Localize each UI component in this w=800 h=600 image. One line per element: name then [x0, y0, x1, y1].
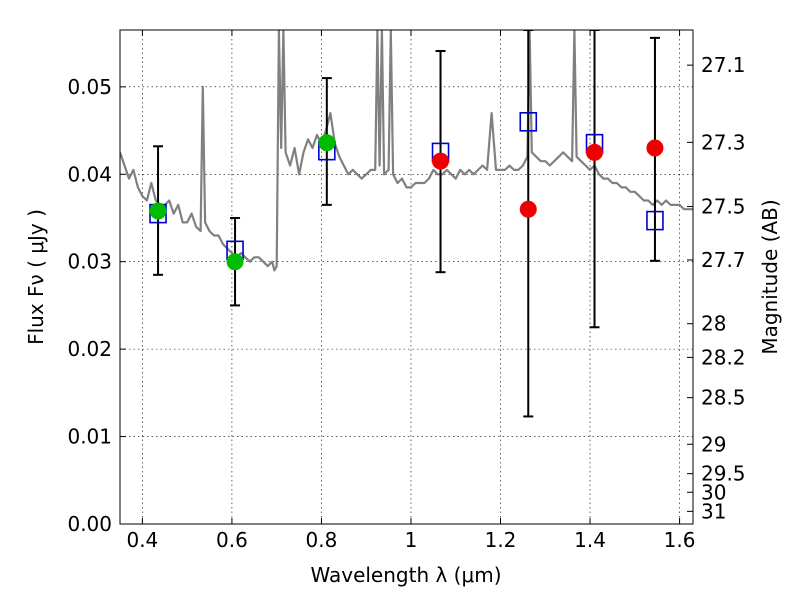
model-flux-square — [646, 210, 664, 231]
right-tick-label: 30 — [701, 480, 726, 504]
right-tick-label: 28.5 — [701, 386, 746, 410]
right-tick-label: 27.3 — [701, 130, 746, 154]
x-tick-label: 0.8 — [306, 528, 338, 552]
observed-flux-point — [318, 134, 336, 152]
x-tick-label: 0.4 — [126, 528, 158, 552]
right-tick-label: 29.5 — [701, 462, 746, 486]
x-axis-label: Wavelength λ (μm) — [310, 563, 501, 587]
y-tick-label: 0.03 — [67, 250, 112, 274]
y-tick-label: 0.05 — [67, 75, 112, 99]
right-tick-label: 28 — [701, 312, 726, 336]
plot-area — [120, 30, 693, 418]
grid — [120, 30, 693, 525]
y-tick-label: 0.02 — [67, 337, 112, 361]
observed-flux-point — [432, 152, 450, 170]
right-tick-label: 27.7 — [701, 248, 746, 272]
observed-flux-point — [646, 139, 664, 157]
x-tick-label: 0.6 — [216, 528, 248, 552]
right-axis-label: Magnitude (AB) — [758, 199, 782, 354]
x-tick-label: 1.2 — [485, 528, 517, 552]
y-tick-label: 0.04 — [67, 162, 112, 186]
right-tick-label: 28.2 — [701, 345, 746, 369]
plot-frame — [119, 29, 694, 525]
observed-flux-point — [226, 253, 244, 271]
error-bar — [523, 30, 534, 418]
template-spectrum-line — [120, 30, 693, 272]
y-tick-label: 0.01 — [67, 425, 112, 449]
error-bar — [589, 30, 600, 329]
right-tick-label: 27.1 — [701, 53, 746, 77]
y-tick-label: 0.00 — [67, 512, 112, 536]
right-tick-label: 27.5 — [701, 195, 746, 219]
model-flux-square — [519, 112, 538, 132]
x-tick-label: 1.6 — [664, 528, 696, 552]
y-axis-label: Flux Fν ( μJy ) — [24, 209, 48, 345]
ticks: 0.4 0.6 0.8 1 1.2 1.4 1.6 0.00 0.01 0.02 0.03 0.04 0… — [67, 30, 746, 552]
right-tick-label: 31 — [701, 499, 726, 523]
x-tick-label: 1 — [405, 528, 418, 552]
right-tick-label: 29 — [701, 432, 726, 456]
observed-flux-point — [519, 200, 537, 218]
x-tick-label: 1.4 — [574, 528, 606, 552]
observed-flux-point — [586, 143, 604, 161]
observed-flux-point — [149, 202, 167, 220]
